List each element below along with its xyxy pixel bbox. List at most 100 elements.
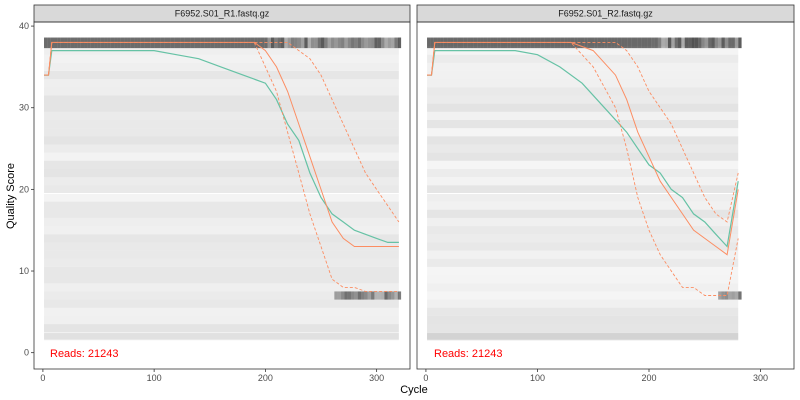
panel-r2-plot — [427, 41, 739, 296]
heatmap-cell — [391, 37, 395, 49]
heatmap-cell — [341, 37, 345, 49]
heatmap-band — [44, 299, 399, 308]
heatmap-cell — [317, 37, 322, 49]
heatmap-band — [44, 332, 399, 341]
heatmap-band — [427, 128, 739, 137]
heatmap-cell — [374, 291, 378, 300]
heatmap-cell — [674, 37, 678, 49]
series-mean-line — [427, 50, 739, 248]
heatmap-band — [44, 209, 399, 218]
x-tick-label: 200 — [258, 373, 273, 383]
heatmap-band — [427, 103, 739, 112]
heatmap-cell — [280, 37, 285, 49]
heatmap-cell — [728, 37, 732, 49]
heatmap-cell — [427, 37, 431, 49]
heatmap-cell — [594, 37, 598, 49]
panel-r1-plot — [44, 41, 400, 292]
heatmap-cell — [678, 37, 682, 49]
heatmap-cell — [354, 37, 358, 49]
heatmap-band — [427, 46, 739, 55]
heatmap-cell — [294, 37, 298, 49]
panel-r2-reads-label: Reads: 21243 — [434, 348, 503, 360]
heatmap-band — [44, 136, 399, 145]
heatmap-cell — [344, 37, 348, 49]
heatmap-cell — [357, 37, 362, 49]
heatmap-cell — [334, 291, 338, 300]
panel-r2-border — [416, 21, 795, 370]
heatmap-cell — [691, 37, 695, 49]
heatmap-cell — [337, 37, 342, 49]
heatmap-cell — [310, 37, 315, 49]
heatmap-cell — [644, 37, 648, 49]
heatmap-cell — [384, 291, 388, 300]
heatmap-cell — [718, 37, 722, 49]
heatmap-band — [44, 291, 399, 300]
heatmap-cell — [304, 37, 308, 49]
heatmap-cell — [314, 37, 318, 49]
heatmap-cell — [621, 37, 625, 49]
heatmap-cell — [394, 291, 398, 300]
heatmap-cell — [397, 37, 402, 49]
heatmap-cell — [701, 37, 705, 49]
heatmap-cell — [334, 37, 338, 49]
panel-r1-reads-prefix: Reads: — [50, 348, 85, 360]
heatmap-band — [427, 299, 739, 308]
heatmap-band — [44, 79, 399, 88]
heatmap-band — [44, 242, 399, 251]
heatmap-cell — [337, 291, 342, 300]
heatmap-cell — [694, 37, 699, 49]
heatmap-cell — [357, 291, 362, 300]
heatmap-cell — [300, 37, 305, 49]
heatmap-cell — [397, 291, 402, 300]
heatmap-cell — [387, 37, 392, 49]
heatmap-band — [44, 46, 399, 55]
heatmap-band — [427, 144, 739, 153]
heatmap-cell — [738, 291, 742, 300]
heatmap-cell — [290, 37, 295, 49]
heatmap-band — [44, 185, 399, 194]
heatmap-band — [427, 275, 739, 284]
heatmap-cell — [374, 37, 378, 49]
heatmap-band — [44, 193, 399, 202]
heatmap-cell — [327, 37, 332, 49]
heatmap-cell — [341, 291, 345, 300]
heatmap-cell — [734, 291, 739, 300]
heatmap-cell — [574, 37, 578, 49]
panel-r1-reads-label: Reads: 21243 — [50, 348, 119, 360]
heatmap-cell — [287, 37, 291, 49]
heatmap-cell — [728, 291, 732, 300]
heatmap-cell — [724, 291, 729, 300]
heatmap-cell — [371, 291, 375, 300]
heatmap-cell — [381, 37, 385, 49]
heatmap-cell — [708, 37, 712, 49]
heatmap-cell — [614, 37, 618, 49]
heatmap-cell — [361, 37, 365, 49]
heatmap-cell — [257, 37, 261, 49]
panel-r1-heatmap — [34, 37, 410, 341]
heatmap-cell — [371, 37, 375, 49]
series-mean-line — [44, 50, 399, 243]
svg-text:Reads: 21243: Reads: 21243 — [434, 348, 503, 360]
heatmap-band — [44, 95, 399, 104]
heatmap-cell — [724, 37, 729, 49]
heatmap-band — [427, 62, 739, 71]
heatmap-cell — [324, 37, 328, 49]
heatmap-cell — [430, 37, 434, 49]
heatmap-cell — [347, 291, 352, 300]
panel-r1-y-axis: 0 10 20 30 40 — [19, 21, 34, 358]
panel-r1-reads-count: 21243 — [88, 348, 119, 360]
heatmap-cell — [637, 37, 642, 49]
panel-r1: F6952.S01_R1.fastq.gz Reads: 21243 0 10 20… — [19, 4, 411, 383]
x-tick-label: 100 — [530, 373, 545, 383]
heatmap-band — [427, 168, 739, 178]
heatmap-band — [427, 209, 739, 218]
x-axis-title: Cycle — [400, 384, 428, 396]
y-tick-label: 0 — [24, 348, 29, 358]
heatmap-band — [44, 177, 399, 186]
heatmap-band — [44, 258, 399, 267]
heatmap-cell — [714, 37, 719, 49]
heatmap-band — [427, 283, 739, 292]
heatmap-band — [44, 168, 399, 178]
heatmap-band — [427, 54, 739, 63]
heatmap-band — [427, 70, 739, 80]
